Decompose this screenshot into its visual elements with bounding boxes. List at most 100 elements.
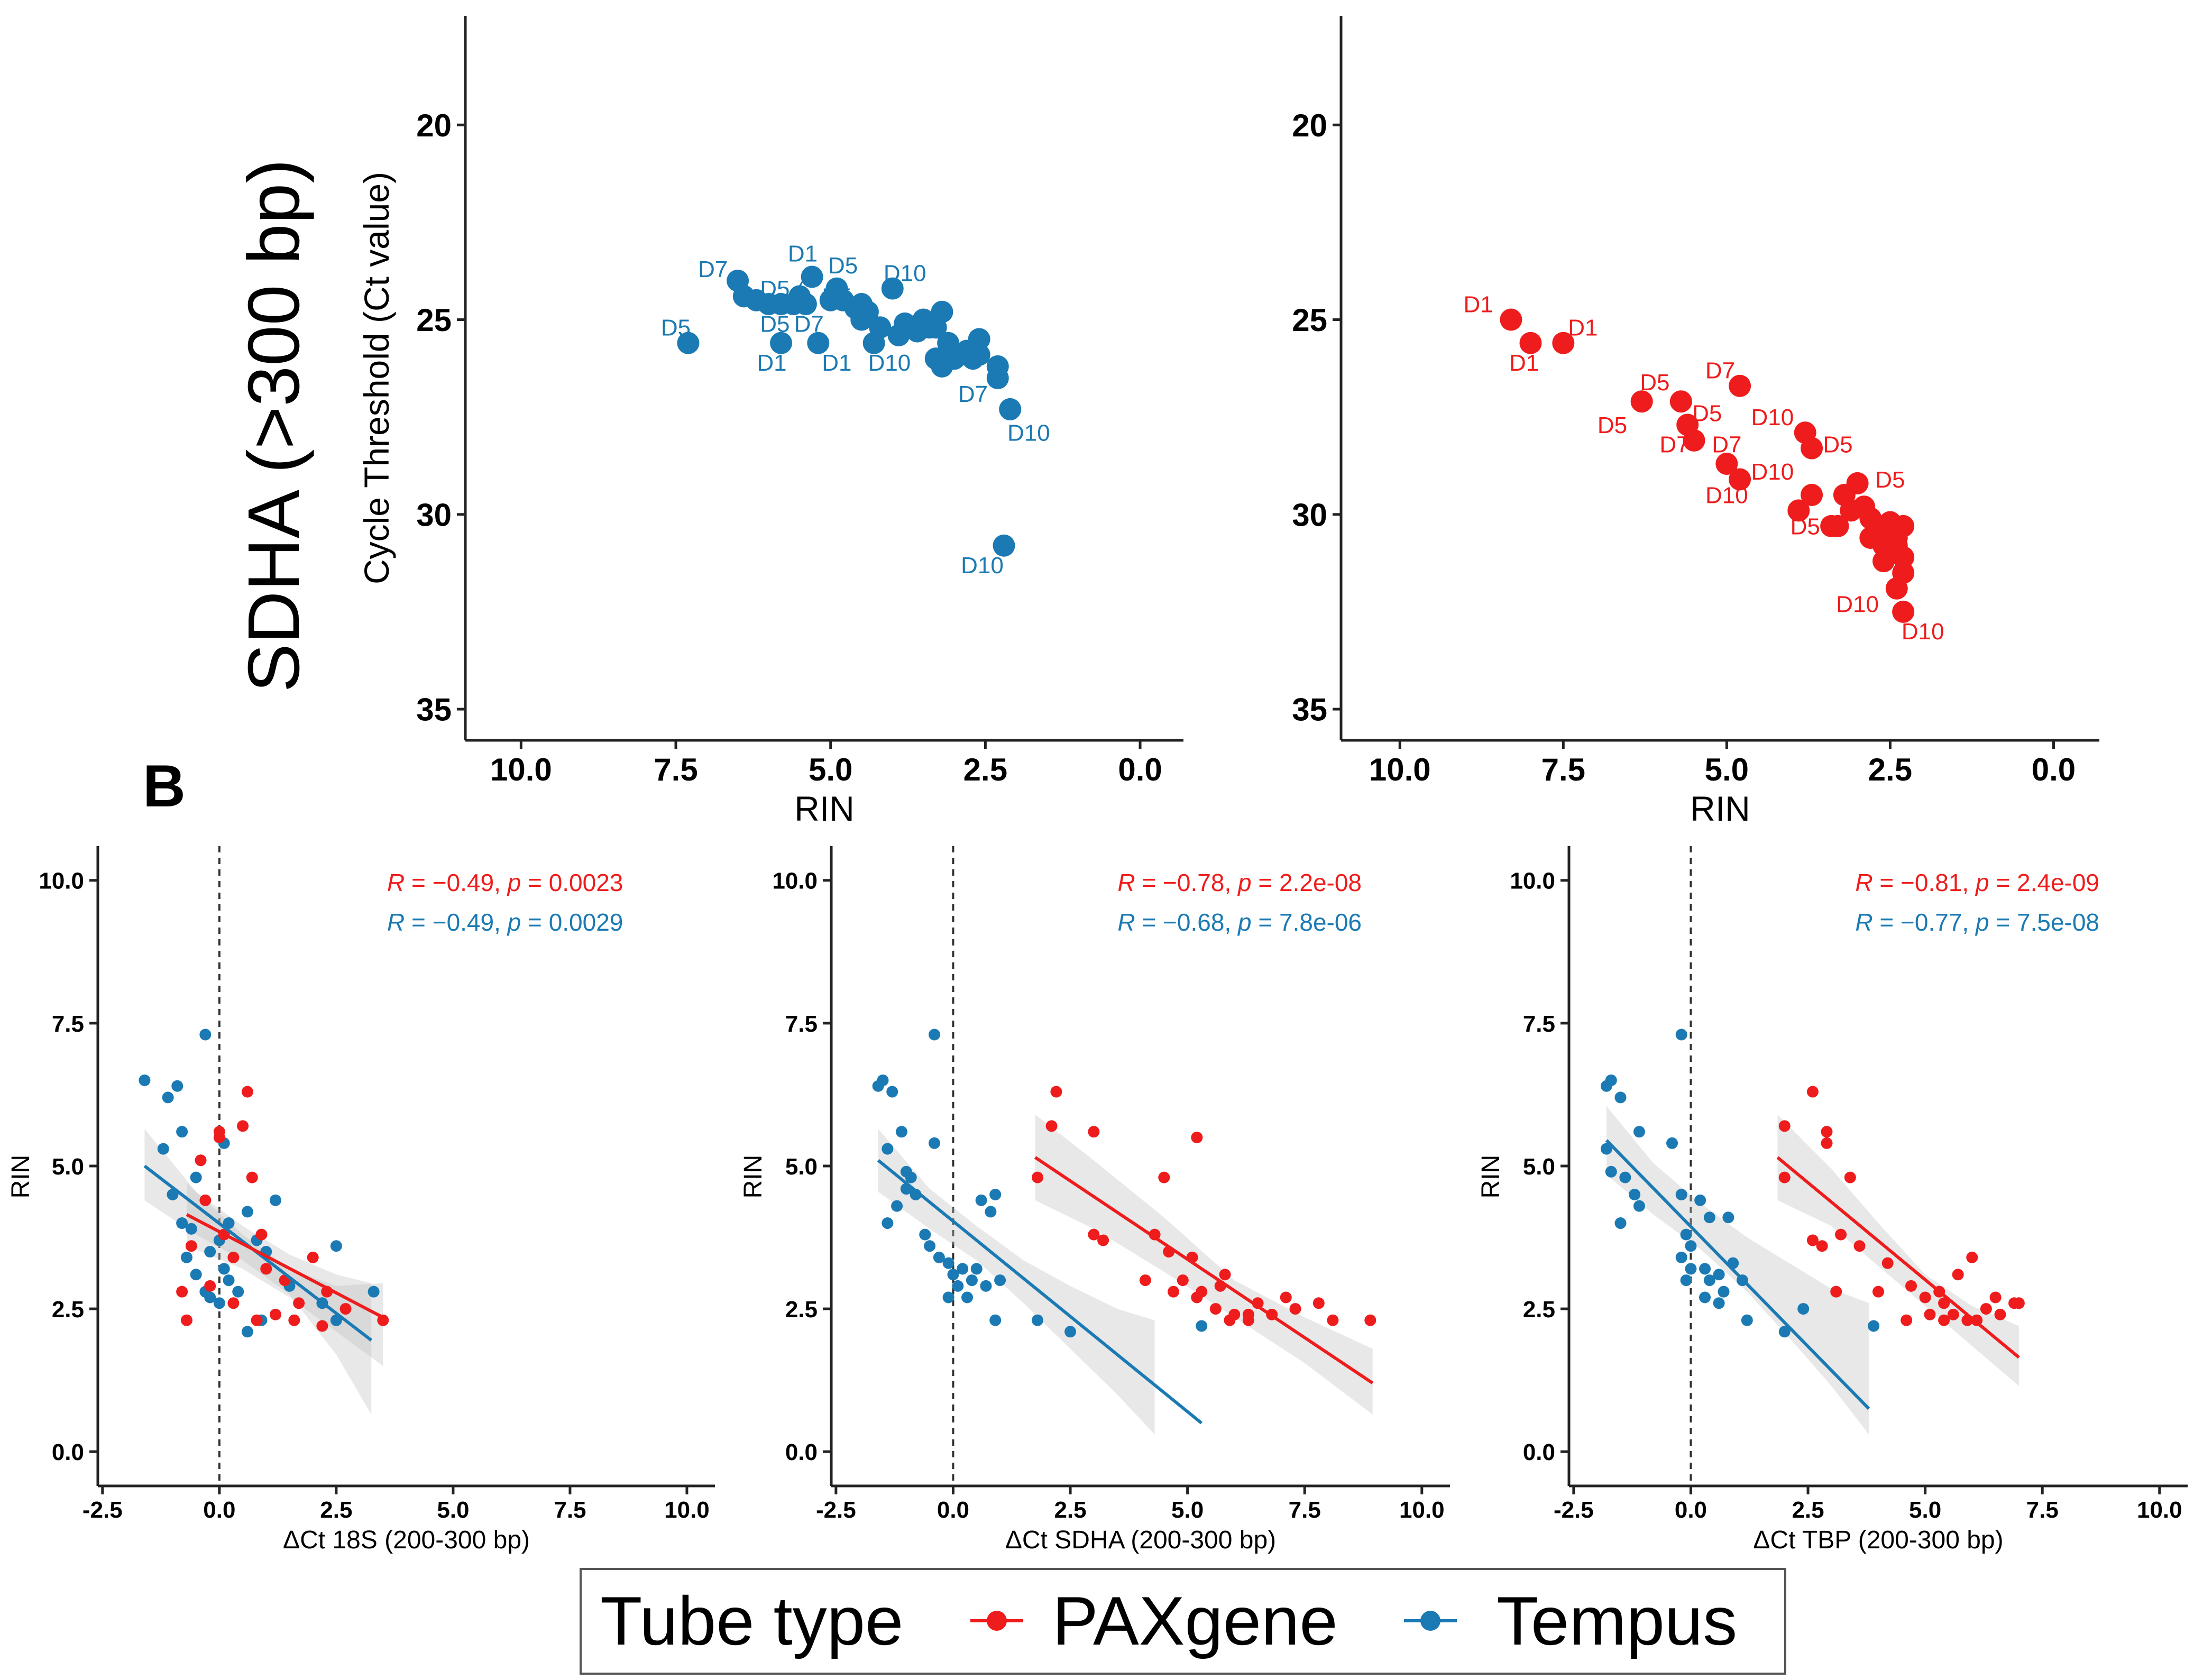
chart-b3-y-tick-label: 10.0 [1510, 868, 1555, 894]
chart-b3-paxgene-point [1830, 1286, 1842, 1298]
chart-b2-stats-r-symbol: R [1117, 869, 1135, 896]
chart-b3-tempus-point [1666, 1137, 1678, 1149]
chart-b1-paxgene-point [251, 1314, 263, 1326]
chart-b2-y-tick-label: 2.5 [785, 1297, 818, 1323]
chart-b3-paxgene-point [1924, 1308, 1936, 1320]
chart-a1-tempus-point [993, 534, 1015, 557]
chart-b3-paxgene-point [1952, 1269, 1964, 1281]
chart-a2-point-label: D5 [1875, 467, 1905, 493]
chart-b2-paxgene-point [1168, 1286, 1180, 1298]
chart-b3-paxgene-point [1821, 1126, 1833, 1138]
chart-a1-y-tick-label: 25 [416, 302, 452, 338]
chart-b3-stats-r-value: = −0.81, [1873, 869, 1976, 896]
chart-a2-point-label: D5 [1640, 370, 1669, 396]
chart-b1-tempus-point [213, 1297, 225, 1309]
chart-b3-tempus-point [1685, 1240, 1697, 1252]
chart-b3-tempus-point [1675, 1189, 1687, 1201]
chart-a2-y-tick-label: 30 [1292, 497, 1327, 533]
chart-b3-stats-p-symbol: p [1975, 869, 1989, 896]
chart-b2-tempus-point [947, 1269, 959, 1281]
chart-a1-point-label: D7 [698, 256, 728, 282]
chart-a1-point-label: D10 [884, 261, 926, 287]
chart-a2-y-tick-label: 25 [1292, 302, 1327, 338]
chart-b3-tempus-point [1600, 1143, 1612, 1155]
chart-b3-y-axis-title: RIN [1477, 1155, 1505, 1199]
chart-b2-tempus-point [1064, 1326, 1077, 1338]
chart-b2-paxgene-point [1050, 1086, 1062, 1098]
chart-a2-point-label: D5 [1692, 401, 1722, 427]
chart-b1-rin-vs-dct-18s: -2.5 0.0 2.5 5.0 7.5 10.0 0.0 2.5 5.0 7.5 10.0 ΔCt … [7, 846, 715, 1554]
legend-key-paxgene-dot [987, 1611, 1007, 1631]
chart-b3-x-tick-label: 7.5 [2026, 1497, 2059, 1523]
legend-key-tempus [1404, 1611, 1457, 1631]
chart-b3-tempus-point [1703, 1211, 1715, 1224]
chart-b3-tempus-point [1722, 1211, 1734, 1224]
chart-b2-tempus-point [877, 1074, 889, 1086]
chart-a1-point-label: D5 [760, 276, 790, 302]
chart-b3-tempus-point [1605, 1074, 1617, 1086]
chart-a2-paxgene-point [1715, 453, 1738, 475]
chart-a2-point-label: D7 [1659, 432, 1689, 458]
chart-b1-paxgene-point [204, 1280, 216, 1292]
chart-b3-tempus-point [1713, 1269, 1725, 1281]
chart-b3-paxgene-point [1905, 1280, 1917, 1292]
chart-b3-paxgene-point [1816, 1240, 1828, 1252]
chart-b2-stats-r-symbol: R [1117, 908, 1135, 936]
chart-b2-paxgene-fit-line [1034, 1156, 1374, 1385]
chart-b3-tempus-point [1685, 1263, 1697, 1275]
chart-b1-tempus-point [185, 1223, 197, 1235]
chart-b2-stats-r-value: = −0.78, [1135, 869, 1238, 896]
chart-b2-paxgene-point [1289, 1303, 1301, 1315]
chart-b2-y-axis-title: RIN [739, 1155, 767, 1199]
chart-b1-paxgene-point [237, 1120, 249, 1132]
chart-b1-paxgene-point [293, 1297, 305, 1309]
chart-b3-paxgene-point [1881, 1257, 1894, 1269]
chart-b2-paxgene-point [1209, 1303, 1222, 1315]
chart-b3-tempus-point [1614, 1217, 1627, 1229]
chart-a2-point-label: D10 [1705, 482, 1748, 508]
chart-b1-paxgene-point [180, 1314, 192, 1326]
chart-b2-x-tick-label: 10.0 [1399, 1497, 1445, 1523]
legend-label-tempus: Tempus [1497, 1582, 1737, 1659]
chart-b3-tempus-point [1614, 1091, 1627, 1104]
chart-a2-x-tick-label: 2.5 [1868, 752, 1912, 787]
chart-b1-tempus-point [269, 1194, 281, 1206]
chart-b3-paxgene-point [1853, 1240, 1866, 1252]
chart-b3-tempus-point [1713, 1297, 1725, 1309]
chart-b1-paxgene-fit-line [186, 1213, 384, 1319]
chart-b2-x-tick-label: -2.5 [816, 1497, 856, 1523]
chart-b3-tempus-point [1778, 1326, 1791, 1338]
chart-a1-tempus-point [677, 332, 700, 354]
chart-b1-y-tick-label: 7.5 [52, 1011, 84, 1037]
chart-b1-x-tick-label: -2.5 [82, 1497, 123, 1523]
chart-a2-y-tick-label: 20 [1292, 108, 1327, 143]
chart-b1-tempus-point [171, 1080, 183, 1092]
chart-b2-stats-p-value: = 7.8e-06 [1252, 908, 1362, 936]
chart-b2-paxgene-point [1158, 1171, 1170, 1183]
chart-b2-paxgene-point [1045, 1120, 1058, 1132]
chart-b1-paxgene-point [199, 1194, 212, 1206]
chart-b3-paxgene-point [1821, 1137, 1833, 1149]
chart-b2-x-tick-label: 2.5 [1054, 1497, 1086, 1523]
chart-a2-paxgene-point [1801, 437, 1823, 460]
chart-b1-tempus-point [162, 1091, 174, 1104]
chart-b2-tempus-point [989, 1189, 1002, 1201]
chart-b1-paxgene-point [213, 1131, 225, 1143]
chart-b2-paxgene-point [1224, 1314, 1236, 1326]
chart-b3-x-tick-label: 5.0 [1909, 1497, 1941, 1523]
chart-b2-tempus-point [942, 1257, 954, 1269]
chart-a1-x-axis-title: RIN [794, 789, 855, 828]
chart-b3-paxgene-point [1994, 1308, 2006, 1320]
chart-a1-point-label: D7 [794, 311, 824, 337]
chart-a1-tempus-point [968, 328, 990, 351]
chart-b3-stats-p-value: = 7.5e-08 [1989, 908, 2099, 936]
chart-b2-tempus-point [929, 1137, 940, 1149]
chart-b2-tempus-point [989, 1314, 1002, 1326]
chart-b3-rin-vs-dct-tbp: -2.5 0.0 2.5 5.0 7.5 10.0 0.0 2.5 5.0 7.5 10.0 ΔCt … [1477, 846, 2188, 1554]
chart-b2-stats-r-value: = −0.68, [1135, 908, 1238, 936]
chart-b3-paxgene-point [1778, 1120, 1791, 1132]
chart-a1-point-label: D10 [961, 553, 1004, 579]
legend: Tube type PAXgene Tempus [580, 1568, 1786, 1675]
